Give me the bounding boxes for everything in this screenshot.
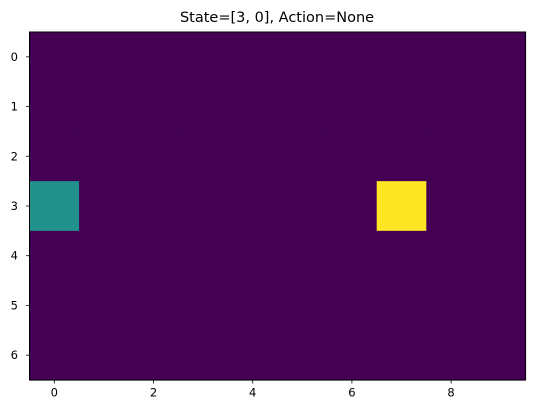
heatmap-cell-r4-c5	[277, 230, 328, 282]
heatmap-cell-r1-c2	[128, 81, 179, 133]
heatmap-cell-r5-c6	[327, 280, 378, 331]
heatmap-cell-r6-c0	[29, 330, 80, 381]
heatmap-cell-r5-c1	[79, 280, 130, 331]
heatmap-cell-r3-c2	[128, 181, 179, 232]
heatmap-cell-r3-c6	[327, 181, 378, 232]
y-tick-label-2: 2	[11, 149, 18, 163]
y-tick-label-6: 6	[11, 348, 18, 362]
heatmap-cell-r5-c7	[376, 280, 427, 331]
heatmap-cell-r4-c7	[376, 230, 427, 282]
heatmap-cell-r0-c5	[277, 32, 328, 83]
heatmap-cell-r3-c8	[426, 181, 477, 232]
heatmap-cell-r1-c4	[227, 81, 279, 133]
heatmap-cell-r1-c8	[426, 81, 477, 133]
heatmap-cell-r2-c7	[376, 131, 427, 182]
heatmap-cell-r5-c0	[29, 280, 80, 331]
heatmap-cell-r4-c2	[128, 230, 179, 282]
heatmap-cell-r5-c3	[178, 280, 229, 331]
heatmap-cell-r0-c3	[178, 32, 229, 83]
heatmap-cell-r3-c7	[376, 181, 427, 232]
heatmap-cell-r1-c7	[376, 81, 427, 133]
heatmap-cell-r1-c9	[475, 81, 527, 133]
y-tick-label-5: 5	[11, 298, 18, 312]
y-tick-label-1: 1	[11, 100, 18, 114]
heatmap-cell-r3-c3	[178, 181, 229, 232]
heatmap-cell-r6-c3	[178, 330, 229, 381]
heatmap-cell-r0-c0	[29, 32, 80, 83]
heatmap-cell-r4-c8	[426, 230, 477, 282]
heatmap-cell-r2-c6	[327, 131, 378, 182]
heatmap-cell-r6-c7	[376, 330, 427, 381]
heatmap-cell-r0-c9	[475, 32, 527, 83]
heatmap-cell-r2-c5	[277, 131, 328, 182]
chart-title: State=[3, 0], Action=None	[180, 10, 374, 26]
heatmap-cell-r6-c5	[277, 330, 328, 381]
heatmap-cell-r4-c3	[178, 230, 229, 282]
heatmap-cell-r2-c1	[79, 131, 130, 182]
heatmap-cell-r5-c9	[475, 280, 527, 331]
heatmap-cell-r1-c1	[79, 81, 130, 133]
heatmap-cell-r2-c3	[178, 131, 229, 182]
heatmap-cell-r1-c6	[327, 81, 378, 133]
heatmap-cells	[29, 32, 527, 381]
heatmap-cell-r6-c2	[128, 330, 179, 381]
heatmap-cell-r1-c0	[29, 81, 80, 133]
y-tick-label-4: 4	[11, 249, 18, 263]
heatmap-cell-r3-c9	[475, 181, 527, 232]
axis-ticks: 0 2 4 6 8 0 1 2 3 4 5 6	[11, 50, 455, 400]
x-tick-label-4: 4	[249, 386, 256, 400]
heatmap-cell-r5-c2	[128, 280, 179, 331]
heatmap-cell-r2-c9	[475, 131, 527, 182]
heatmap-cell-r0-c1	[79, 32, 130, 83]
plot-frame	[29, 31, 526, 381]
heatmap-cell-r4-c4	[227, 230, 279, 282]
x-tick-label-0: 0	[51, 386, 58, 400]
heatmap-cell-r4-c9	[475, 230, 527, 282]
heatmap-cell-r5-c5	[277, 280, 328, 331]
heatmap-cell-r3-c5	[277, 181, 328, 232]
heatmap-cell-r2-c4	[227, 131, 279, 182]
heatmap-cell-r2-c8	[426, 131, 477, 182]
heatmap-cell-r6-c6	[327, 330, 378, 381]
heatmap-cell-r4-c0	[29, 230, 80, 282]
heatmap-cell-r6-c1	[79, 330, 130, 381]
heatmap-cell-r2-c0	[29, 131, 80, 182]
heatmap-cell-r6-c9	[475, 330, 527, 381]
x-tick-label-2: 2	[150, 386, 157, 400]
x-tick-label-8: 8	[447, 386, 454, 400]
heatmap-cell-r0-c8	[426, 32, 477, 83]
heatmap-cell-r3-c0	[29, 181, 80, 232]
heatmap-cell-r3-c4	[227, 181, 279, 232]
heatmap-cell-r0-c4	[227, 32, 279, 83]
heatmap-cell-r5-c4	[227, 280, 279, 331]
heatmap-cell-r0-c2	[128, 32, 179, 83]
y-tick-label-0: 0	[11, 50, 18, 64]
heatmap-cell-r6-c4	[227, 330, 279, 381]
heatmap-cell-r4-c1	[79, 230, 130, 282]
heatmap-cell-r3-c1	[79, 181, 130, 232]
x-tick-label-6: 6	[348, 386, 355, 400]
heatmap-cell-r5-c8	[426, 280, 477, 331]
heatmap-cell-r0-c7	[376, 32, 427, 83]
heatmap-cell-r1-c5	[277, 81, 328, 133]
heatmap-cell-r2-c2	[128, 131, 179, 182]
y-tick-label-3: 3	[11, 199, 18, 213]
heatmap-cell-r0-c6	[327, 32, 378, 83]
heatmap-cell-r1-c3	[178, 81, 229, 133]
heatmap-cell-r6-c8	[426, 330, 477, 381]
heatmap-cell-r4-c6	[327, 230, 378, 282]
